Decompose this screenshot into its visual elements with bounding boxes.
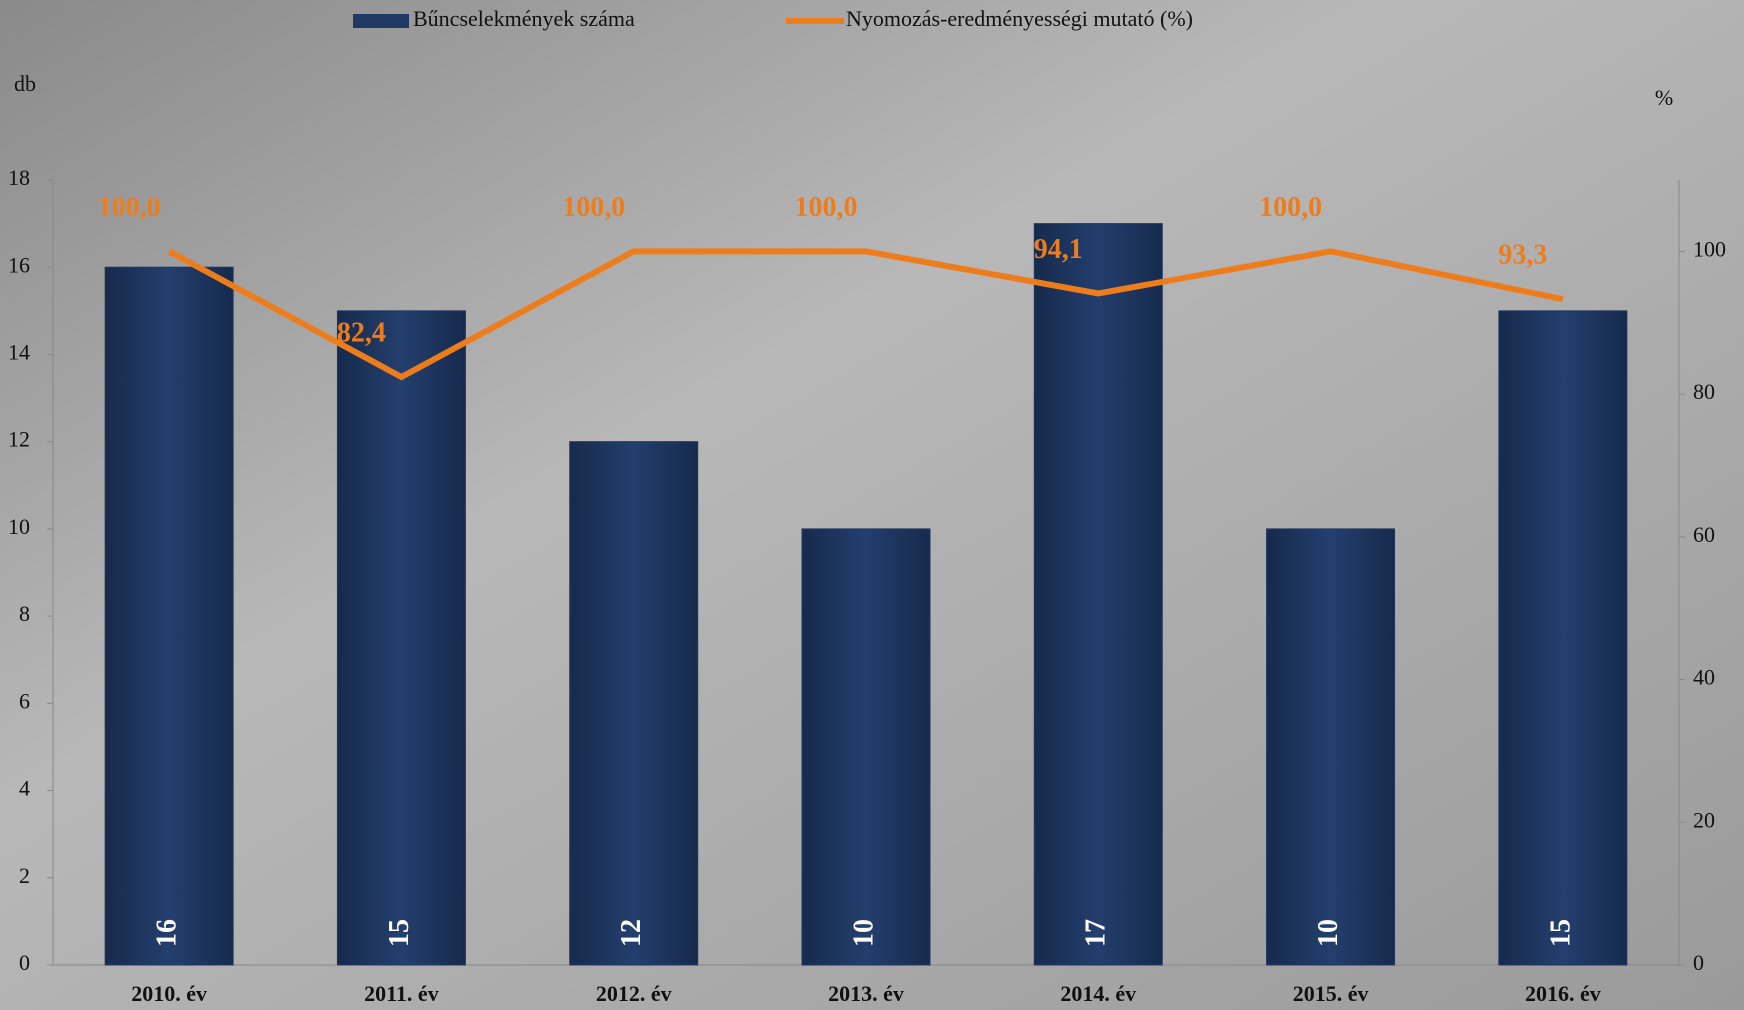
line-value-label: 82,4 — [337, 317, 386, 348]
y-tick-label: 12 — [8, 427, 30, 452]
y-tick-label: 6 — [19, 688, 30, 713]
legend-swatch — [353, 14, 409, 28]
legend-label: Nyomozás-eredményességi mutató (%) — [846, 6, 1193, 31]
line-value-label: 94,1 — [1034, 234, 1083, 265]
bar — [802, 529, 930, 965]
x-tick-label: 2012. év — [596, 981, 672, 1006]
x-tick-label: 2013. év — [828, 981, 904, 1006]
bar — [1267, 529, 1395, 965]
bar — [1499, 311, 1627, 965]
y2-tick-label: 60 — [1693, 522, 1715, 547]
y-tick-label: 2 — [19, 863, 30, 888]
bar — [570, 442, 698, 965]
bar-value-label: 17 — [1081, 919, 1112, 947]
y-tick-label: 16 — [8, 252, 30, 277]
chart: db % 0 2 4 6 8 10 12 14 16 18 0 20 40 60 80 100 16 15 12 10… — [0, 0, 1744, 1010]
line-value-label: 100,0 — [1259, 192, 1322, 223]
y2-tick-label: 100 — [1693, 236, 1726, 261]
y2-tick-label: 80 — [1693, 379, 1715, 404]
bar — [337, 311, 465, 965]
x-tick-label: 2016. év — [1525, 981, 1601, 1006]
bar-value-label: 15 — [384, 919, 415, 947]
line-value-label: 100,0 — [98, 192, 161, 223]
line-value-label: 100,0 — [562, 192, 625, 223]
y-tick-label: 14 — [8, 339, 30, 364]
y-tick-label: 4 — [19, 776, 30, 801]
bar-value-label: 15 — [1545, 919, 1576, 947]
y2-tick-label: 40 — [1693, 665, 1715, 690]
bar — [1034, 224, 1162, 965]
y-tick-label: 8 — [19, 601, 30, 626]
bar-value-label: 12 — [616, 919, 647, 947]
bar-value-label: 16 — [152, 919, 183, 947]
y2-tick-label: 0 — [1693, 950, 1704, 975]
x-tick-label: 2015. év — [1293, 981, 1369, 1006]
x-tick-label: 2010. év — [131, 981, 207, 1006]
bar-value-label: 10 — [848, 919, 879, 947]
bar — [105, 267, 233, 965]
y-tick-label: 18 — [8, 165, 30, 190]
legend-label: Bűncselekmények száma — [413, 6, 635, 31]
page: {"chart_data": {"type": "bar_line", "cat… — [0, 0, 1744, 1010]
y-tick-label: 0 — [19, 950, 30, 975]
y-tick-label: 10 — [8, 514, 30, 539]
y2-tick-label: 20 — [1693, 807, 1715, 832]
x-tick-label: 2014. év — [1060, 981, 1136, 1006]
line-value-label: 100,0 — [795, 192, 858, 223]
y2-axis-title: % — [1655, 85, 1673, 110]
y-axis-title: db — [14, 71, 36, 96]
line-value-label: 93,3 — [1498, 240, 1547, 271]
bar-value-label: 10 — [1313, 919, 1344, 947]
x-tick-label: 2011. év — [364, 981, 439, 1006]
